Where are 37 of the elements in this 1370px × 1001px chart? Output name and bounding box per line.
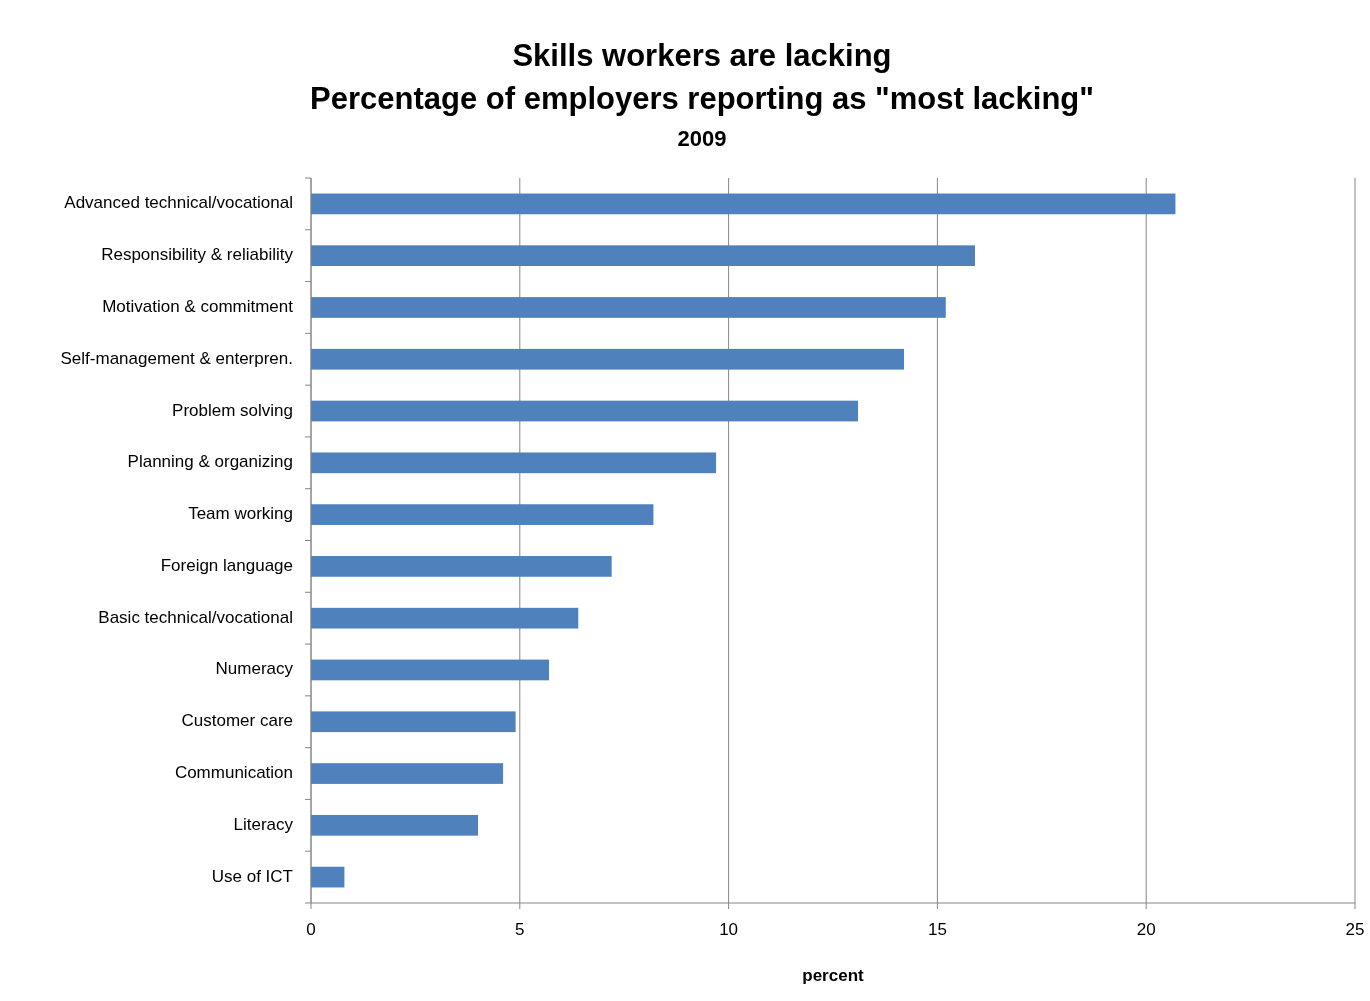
bar [311,297,946,318]
x-tick-label: 0 [306,920,316,939]
y-tick-label: Self-management & enterpren. [60,348,293,368]
y-tick-label: Motivation & commitment [102,296,294,316]
chart-subtitle: 2009 [677,126,727,151]
x-tick-label: 15 [927,920,947,939]
y-tick-label: Planning & organizing [127,452,293,472]
bar [311,659,550,681]
y-tick-label: Customer care [181,711,293,731]
y-tick-label: Team working [188,504,293,524]
x-tick-label: 25 [1345,920,1365,939]
bar [311,504,654,525]
y-tick-label: Numeracy [215,659,294,679]
y-tick-label: Literacy [233,814,294,834]
x-axis-title: percent [802,966,865,985]
chart-title: Skills workers are lacking Percentage of employers reporting as "most lacking" [310,38,1094,116]
y-tick-label: Basic technical/vocational [98,607,293,627]
bar [311,452,717,474]
bar [311,763,504,784]
x-tick-label: 10 [719,920,739,939]
y-tick-label: Responsibility & reliability [101,245,294,265]
bar [311,814,479,836]
y-tick-label: Problem solving [172,400,293,420]
x-tick-label: 20 [1136,920,1156,939]
y-tick-label: Foreign language [160,555,293,575]
bar [311,245,975,267]
bar [311,400,859,422]
bar [311,711,516,733]
y-tick-label: Communication [174,763,293,783]
bar [311,348,904,370]
y-tick-label: Use of ICT [211,866,293,886]
bar [311,556,612,577]
x-tick-label: 5 [515,920,525,939]
bar [311,193,1176,215]
y-tick-label: Advanced technical/vocational [64,193,293,213]
bar [311,866,345,888]
bar [311,607,579,629]
